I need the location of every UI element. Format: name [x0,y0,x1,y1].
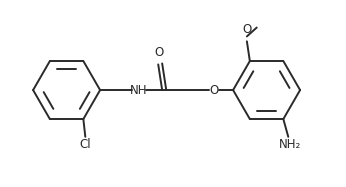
Text: O: O [242,23,252,36]
Text: NH: NH [130,84,147,96]
Text: O: O [155,45,164,59]
Text: NH₂: NH₂ [279,138,301,151]
Text: O: O [210,84,219,96]
Text: Cl: Cl [80,138,91,151]
